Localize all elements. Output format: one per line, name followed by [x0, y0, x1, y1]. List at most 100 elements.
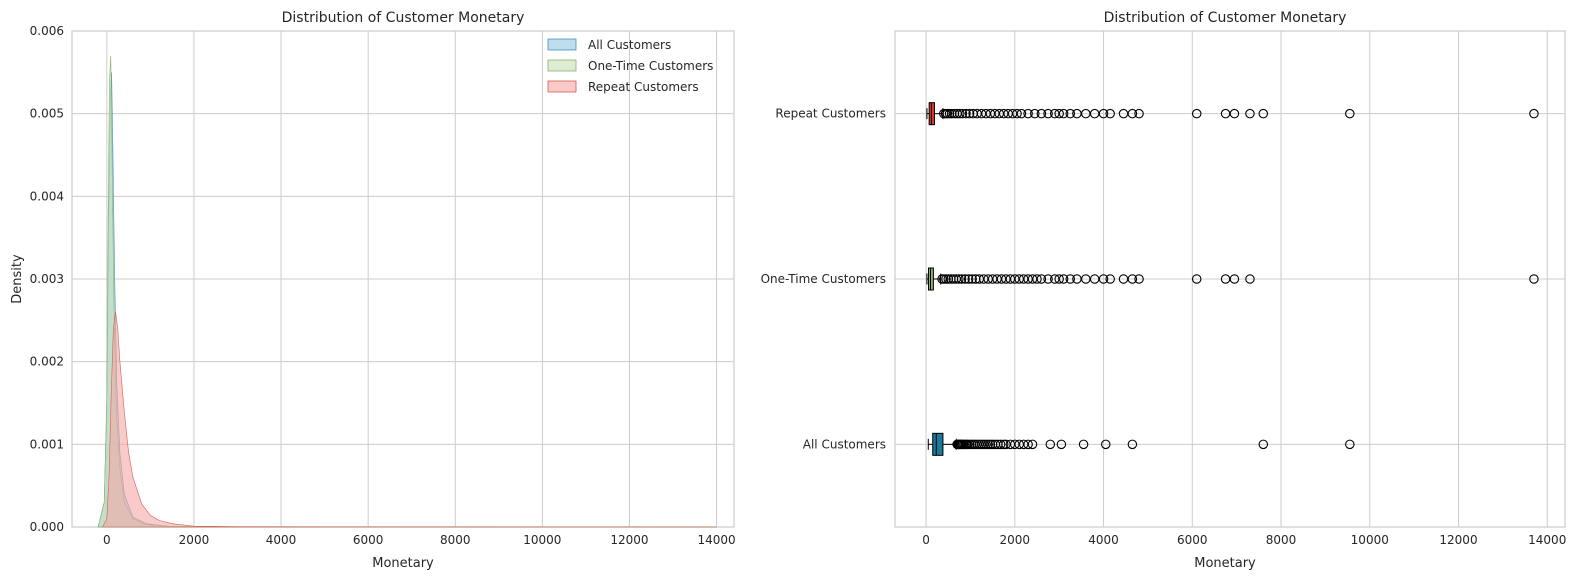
kde-area-3 [102, 312, 717, 528]
box-outlier [983, 439, 993, 450]
legend-swatch [547, 80, 577, 93]
box-outlier [1127, 274, 1138, 284]
box-outlier [939, 274, 949, 284]
box-outlier [1127, 439, 1138, 450]
boxplot-chart-title: Distribution of Customer Monetary [1104, 10, 1347, 26]
boxplot-x-axis-label: Monetary [1194, 556, 1256, 571]
box-category-label: One-Time Customers [761, 272, 886, 286]
box-x-tick-label: 12000 [1439, 533, 1477, 547]
box-3 [926, 102, 1539, 126]
kde-x-tick-label: 10000 [523, 533, 561, 547]
box-outlier [1056, 439, 1067, 450]
kde-chart-title: Distribution of Customer Monetary [282, 10, 525, 26]
box-outlier [961, 108, 971, 119]
box-outlier [1043, 108, 1053, 119]
kde-x-tick-label: 12000 [610, 533, 648, 547]
box-outlier [1101, 439, 1111, 450]
box-outlier [1529, 108, 1539, 119]
box-outlier [1191, 108, 1202, 119]
box-outlier [1023, 439, 1033, 450]
box-outlier [954, 274, 964, 284]
box-outlier [1105, 108, 1115, 119]
box-outlier [1245, 274, 1255, 284]
box-outlier [1058, 108, 1069, 119]
box-outlier [1058, 274, 1069, 284]
kde-legend: All Customers One-Time Customers Repeat Cu… [547, 38, 713, 94]
box-outlier [960, 274, 970, 284]
box-outlier [1191, 274, 1202, 284]
box-outlier [1127, 108, 1138, 119]
box-outlier [1036, 108, 1047, 119]
kde-y-tick-label: 0.005 [30, 107, 64, 121]
box-outlier [1098, 274, 1109, 284]
box-outlier [964, 108, 975, 119]
kde-x-tick-label: 0 [103, 533, 111, 547]
box-outlier [1529, 274, 1539, 284]
box-outlier [1345, 108, 1355, 119]
legend-entry: All Customers [588, 38, 671, 52]
kde-y-tick-label: 0.003 [30, 272, 64, 286]
box-outlier [1098, 108, 1109, 119]
kde-y-tick-label: 0.001 [30, 437, 64, 451]
box-outlier [956, 274, 967, 284]
box-2 [926, 267, 1539, 291]
box-category-label: All Customers [803, 437, 886, 451]
box-x-tick-label: 14000 [1528, 533, 1566, 547]
kde-x-tick-label: 14000 [697, 533, 735, 547]
box-outlier [998, 439, 1009, 450]
kde-y-tick-label: 0.000 [30, 520, 64, 534]
box-x-tick-label: 2000 [1000, 533, 1031, 547]
box-outlier [1065, 108, 1076, 119]
box-category-label: Repeat Customers [775, 107, 886, 121]
box-outlier [1078, 439, 1089, 450]
kde-panel: Distribution of Customer Monetary 0 2000 4… [10, 10, 736, 571]
box-outlier [1023, 108, 1033, 119]
kde-x-tick-label: 2000 [179, 533, 210, 547]
box-outlier [942, 108, 953, 119]
box-outlier [967, 274, 977, 284]
box-outlier [1134, 274, 1144, 284]
box-outlier [995, 439, 1006, 450]
box-outlier [981, 439, 991, 450]
box-outlier [1043, 274, 1053, 284]
kde-x-tick-label: 4000 [266, 533, 297, 547]
box-outlier [1345, 439, 1355, 450]
kde-x-tick-label: 8000 [440, 533, 471, 547]
box-outlier [941, 274, 951, 284]
boxplot-panel: Distribution of Customer Monetary 0 2000 4… [761, 10, 1567, 571]
kde-y-tick-label: 0.006 [30, 24, 64, 38]
kde-x-tick-label: 6000 [353, 533, 384, 547]
box-outlier [1134, 108, 1144, 119]
box-outlier [1054, 274, 1064, 284]
box-outlier [957, 108, 968, 119]
box-outlier [963, 274, 974, 284]
box-outlier [955, 108, 965, 119]
kde-x-axis-label: Monetary [372, 556, 434, 571]
box-outlier [1065, 274, 1076, 284]
box-outlier [1105, 274, 1115, 284]
box-outlier [985, 439, 996, 450]
box-outlier [1054, 108, 1064, 119]
legend-swatch [547, 59, 577, 72]
box-1 [927, 432, 1355, 456]
box-outlier [1016, 108, 1027, 119]
box-outlier [1032, 274, 1042, 284]
box-outlier [1045, 439, 1056, 450]
box-outlier [1027, 439, 1038, 450]
kde-y-tick-label: 0.002 [30, 355, 64, 369]
box-iqr [932, 432, 944, 456]
box-outlier [1245, 108, 1255, 119]
box-x-tick-label: 8000 [1266, 533, 1297, 547]
box-outlier [1258, 108, 1269, 119]
box-x-tick-label: 6000 [1177, 533, 1208, 547]
box-x-tick-label: 4000 [1088, 533, 1119, 547]
box-outlier [1229, 108, 1240, 119]
box-outlier [1036, 274, 1047, 284]
box-outlier [1229, 274, 1240, 284]
box-x-tick-label: 10000 [1351, 533, 1389, 547]
legend-entry: Repeat Customers [588, 80, 699, 94]
kde-y-tick-label: 0.004 [30, 189, 64, 203]
box-outlier [1012, 108, 1022, 119]
legend-entry: One-Time Customers [588, 59, 713, 73]
